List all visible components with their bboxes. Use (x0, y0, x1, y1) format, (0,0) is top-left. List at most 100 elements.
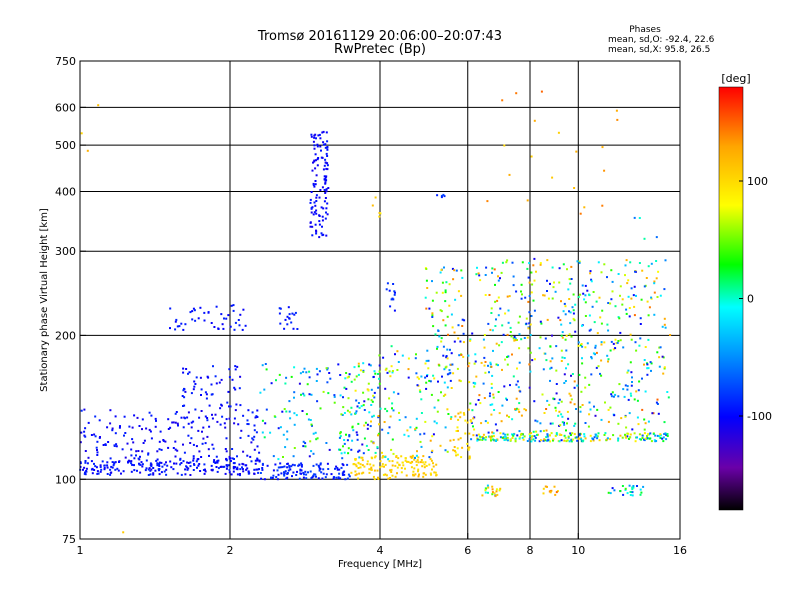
data-point (318, 469, 321, 472)
data-point (322, 143, 325, 146)
data-point (314, 167, 317, 170)
data-point (186, 461, 189, 464)
data-point (370, 456, 373, 459)
data-point (239, 313, 242, 316)
data-point (644, 437, 647, 440)
data-point (159, 430, 162, 433)
data-point (381, 456, 384, 459)
data-point (261, 431, 264, 434)
data-point (195, 460, 198, 463)
data-point (147, 474, 150, 476)
data-point (233, 422, 236, 425)
y-tick-label: 500 (55, 139, 76, 152)
data-point (210, 383, 213, 386)
data-point (272, 455, 275, 458)
data-point (347, 397, 350, 400)
data-point (205, 393, 208, 396)
data-point (596, 435, 599, 438)
data-point (277, 458, 280, 461)
data-point (183, 404, 186, 407)
data-point (429, 458, 432, 460)
colorbar-tick-label: 100 (747, 175, 768, 188)
data-point (184, 473, 187, 476)
data-point (343, 442, 346, 445)
data-point (373, 370, 376, 373)
data-point (610, 269, 613, 272)
data-point (370, 466, 373, 469)
data-point (326, 155, 329, 157)
data-point (211, 393, 214, 396)
data-point (200, 410, 203, 412)
data-point (483, 346, 486, 349)
data-point (432, 465, 435, 468)
data-point (113, 445, 116, 447)
data-point (476, 437, 479, 440)
data-point (495, 318, 497, 321)
data-point (325, 179, 328, 182)
data-point (653, 439, 656, 442)
data-point (495, 440, 497, 442)
data-point (407, 368, 410, 371)
data-point (561, 415, 564, 418)
data-point (456, 426, 459, 429)
data-point (119, 425, 121, 428)
data-point (98, 419, 101, 422)
data-point (190, 421, 193, 424)
data-point (546, 435, 549, 438)
data-point (506, 398, 508, 401)
data-point (529, 434, 531, 437)
data-point (564, 305, 567, 308)
data-point (539, 263, 542, 266)
data-point (324, 146, 327, 149)
data-point (346, 477, 349, 480)
data-point (667, 396, 670, 399)
data-point (379, 460, 382, 463)
data-point (405, 474, 408, 477)
data-point (576, 439, 579, 442)
data-point (617, 395, 620, 398)
data-point (495, 488, 498, 491)
data-point (538, 440, 541, 443)
data-point (665, 438, 668, 441)
data-point (319, 145, 322, 148)
data-point (200, 388, 203, 391)
x-tick-label: 8 (527, 544, 534, 557)
data-point (311, 169, 314, 172)
data-point (598, 296, 601, 299)
data-point (570, 398, 573, 401)
data-point (543, 412, 546, 414)
data-point (497, 314, 500, 317)
data-point (482, 433, 485, 436)
data-point (638, 344, 641, 347)
data-point (176, 325, 179, 328)
data-point (546, 290, 548, 292)
data-point (475, 434, 478, 437)
data-point (394, 291, 396, 294)
data-point (318, 133, 321, 136)
data-point (286, 315, 289, 318)
data-point (94, 415, 97, 418)
data-point (426, 375, 428, 378)
data-point (545, 429, 548, 432)
data-point (145, 459, 148, 462)
data-point (662, 440, 665, 443)
data-point (486, 421, 489, 424)
data-point (662, 356, 665, 359)
data-point (188, 371, 191, 374)
data-point (630, 394, 633, 397)
data-point (338, 448, 340, 451)
data-point (478, 394, 481, 397)
data-point (558, 433, 561, 436)
data-point (646, 373, 649, 376)
data-point (614, 305, 617, 308)
data-point (355, 399, 358, 402)
data-point (190, 437, 193, 440)
data-point (555, 383, 558, 385)
data-point (293, 464, 296, 467)
data-point (363, 437, 366, 440)
data-point (470, 420, 473, 423)
data-point (145, 467, 148, 470)
data-point (643, 237, 646, 240)
data-point (228, 417, 231, 420)
data-point (600, 359, 603, 362)
